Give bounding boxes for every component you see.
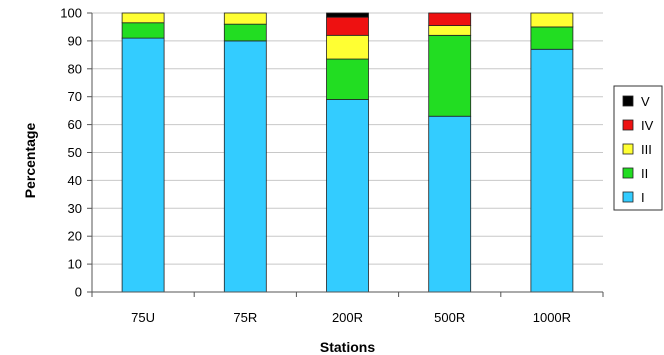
bar-segment-75U-II (121, 22, 165, 39)
axes (87, 12, 604, 297)
bar-segment-500R-III (428, 25, 472, 36)
x-tick-label: 75U (131, 310, 155, 325)
legend-label-II: II (641, 166, 648, 181)
bar-segment-500R-II (428, 34, 472, 117)
y-tick-label: 100 (60, 6, 82, 21)
bar-segment-200R-V (326, 12, 369, 18)
bar-segment-1000R-III (530, 12, 574, 28)
y-tick-label: 50 (68, 145, 82, 160)
bar-segment-75R-II (223, 23, 267, 42)
bar-segment-200R-IV (326, 16, 369, 36)
bar-segment-75U-I (121, 37, 165, 293)
bar-segment-75R-I (223, 40, 267, 293)
legend-label-V: V (641, 94, 650, 109)
x-axis-title: Stations (320, 339, 375, 355)
y-tick-label: 20 (68, 229, 82, 244)
bar-segment-500R-I (428, 115, 472, 293)
y-tick-label: 90 (68, 33, 82, 48)
bar-segment-1000R-II (530, 26, 574, 50)
legend-label-IV: IV (641, 118, 654, 133)
bar-segment-200R-II (326, 58, 369, 100)
tick-labels: 0 10 20 30 40 50 60 70 80 90 100 75U 75R 200R 500R 1000… (60, 6, 571, 326)
legend-label-I: I (641, 190, 645, 205)
legend-swatch-IV (622, 119, 634, 131)
legend-swatch-II (622, 167, 634, 179)
bars (121, 12, 574, 293)
x-tick-label: 500R (434, 310, 465, 325)
y-tick-label: 60 (68, 117, 82, 132)
x-tick-label: 75R (233, 310, 257, 325)
bar-segment-1000R-I (530, 48, 574, 293)
y-axis-title: Percentage (22, 123, 38, 199)
y-tick-label: 70 (68, 89, 82, 104)
y-tick-label: 30 (68, 201, 82, 216)
y-tick-label: 0 (75, 285, 82, 300)
legend-swatch-I (622, 191, 634, 203)
bar-segment-75R-III (223, 12, 267, 25)
bar-segment-200R-I (326, 99, 369, 293)
x-tick-label: 200R (332, 310, 363, 325)
bar-segment-200R-III (326, 34, 369, 60)
legend-label-III: III (641, 142, 652, 157)
bar-segment-75U-III (121, 12, 165, 24)
x-tick-label: 1000R (533, 310, 571, 325)
y-tick-label: 40 (68, 173, 82, 188)
bar-segment-500R-IV (428, 12, 472, 26)
y-tick-label: 10 (68, 257, 82, 272)
legend-swatch-V (622, 95, 634, 107)
y-tick-label: 80 (68, 61, 82, 76)
legend-box (613, 85, 663, 211)
legend-swatch-III (622, 143, 634, 155)
